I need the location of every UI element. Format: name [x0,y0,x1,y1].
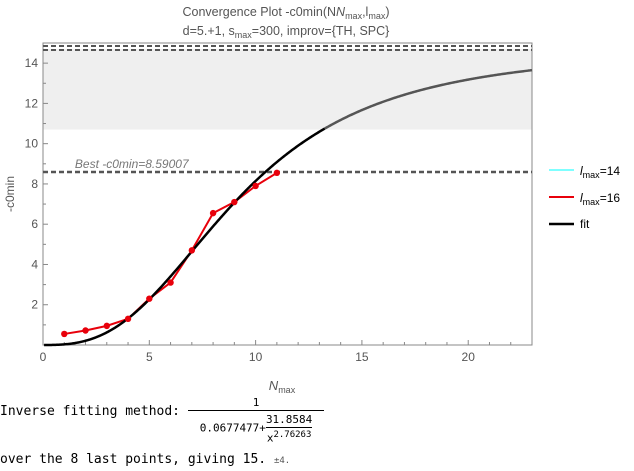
formula-denominator: 0.0677477+ 31.8584 x2.76263 [188,413,324,445]
formula-numerator: 1 [252,396,260,409]
fit-method-label: Inverse fitting method: [0,404,181,419]
x-tick-label: 10 [249,350,263,364]
legend-item-lmax16: lmax=16 [549,191,620,207]
fit-curve-extrapolation [324,68,533,130]
svg-text:lmax=16: lmax=16 [580,191,620,207]
y-tick-label: 12 [25,96,39,110]
fit-summary-error: ±4. [273,456,291,466]
plot-frame [42,42,533,346]
svg-text:lmax=14: lmax=14 [580,164,620,180]
series-point-lmax16 [61,330,68,338]
y-tick-label: 2 [31,298,38,312]
plot-area: 0 5 10 15 20 2 4 6 8 10 12 14 Best -c0min=8.59007 [25,42,533,364]
chart-title: Convergence Plot -c0min(NNmax,lmax) [182,5,389,21]
fit-formula: 1 0.0677477+ 31.8584 x2.76263 [188,396,324,445]
formula-den-exp: 2.76263 [273,430,312,440]
x-tick-label: 15 [355,350,369,364]
series-point-lmax16 [167,279,174,286]
chart-subtitle: d=5.+1, smax=300, improv={TH, SPC} [183,24,390,40]
y-tick-label: 6 [31,217,38,231]
formula-fraction-bar [188,410,324,411]
legend-item-fit: fit [549,217,590,231]
series-point-lmax16 [124,315,132,323]
formula-den-num: 31.8584 [265,413,313,426]
series-point-lmax16 [231,198,238,206]
convergence-plot: Convergence Plot -c0min(NNmax,lmax) d=5.… [3,5,620,395]
series-line-lmax16 [64,172,278,335]
series-point-lmax16 [209,209,217,217]
svg-text:fit: fit [580,217,590,231]
formula-den-const: 0.0677477+ [199,421,266,435]
y-tick-label: 10 [25,137,39,151]
fit-curve [44,127,326,347]
x-tick-label: 5 [146,350,153,364]
x-axis-label: Nmax [269,378,296,395]
x-tick-label: 20 [462,350,476,364]
series-point-lmax16 [146,295,153,302]
series-point-lmax16 [188,247,196,254]
uncertainty-band [43,49,532,130]
legend: lmax=14 lmax=16 fit [549,164,620,231]
fit-summary-text: over the 8 last points, giving 15. [0,452,274,467]
fit-summary: over the 8 last points, giving 15. ±4. [0,452,290,467]
legend-item-lmax14: lmax=14 [549,164,620,180]
formula-den-var: x [266,431,274,445]
y-axis-label: -c0min [3,176,17,212]
series-point-lmax16 [252,182,259,190]
y-tick-label: 14 [25,56,39,70]
series-point-lmax16 [103,322,110,330]
x-tick-label: 0 [40,350,47,364]
best-value-label: Best -c0min=8.59007 [75,157,190,171]
y-tick-label: 4 [31,257,38,271]
series-point-lmax16 [273,169,281,177]
series-point-lmax16 [82,327,89,334]
y-tick-label: 8 [31,177,38,191]
